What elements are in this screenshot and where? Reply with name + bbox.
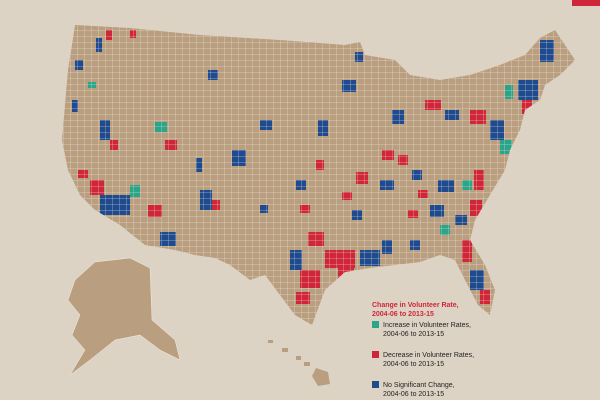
legend-label: Increase in Volunteer Rates, [383, 322, 471, 329]
hawaii [268, 340, 330, 386]
legend-title: Change in Volunteer Rate, [372, 302, 459, 309]
alaska [67, 257, 181, 376]
legend-label: Decrease in Volunteer Rates, [383, 352, 474, 359]
legend-swatch [372, 321, 379, 328]
corner-tab [572, 0, 600, 6]
legend-label: 2004-06 to 2013-15 [383, 331, 444, 338]
legend-title: 2004-06 to 2013-15 [372, 311, 434, 318]
legend-swatch [372, 381, 379, 388]
county-borders [62, 25, 575, 325]
legend-label: 2004-06 to 2013-15 [383, 361, 444, 368]
county-patch [500, 180, 508, 190]
legend-label: 2004-06 to 2013-15 [383, 391, 444, 398]
legend-label: No Significant Change, [383, 382, 455, 389]
legend-swatch [372, 351, 379, 358]
legend: Change in Volunteer Rate, 2004-06 to 201… [372, 302, 474, 398]
